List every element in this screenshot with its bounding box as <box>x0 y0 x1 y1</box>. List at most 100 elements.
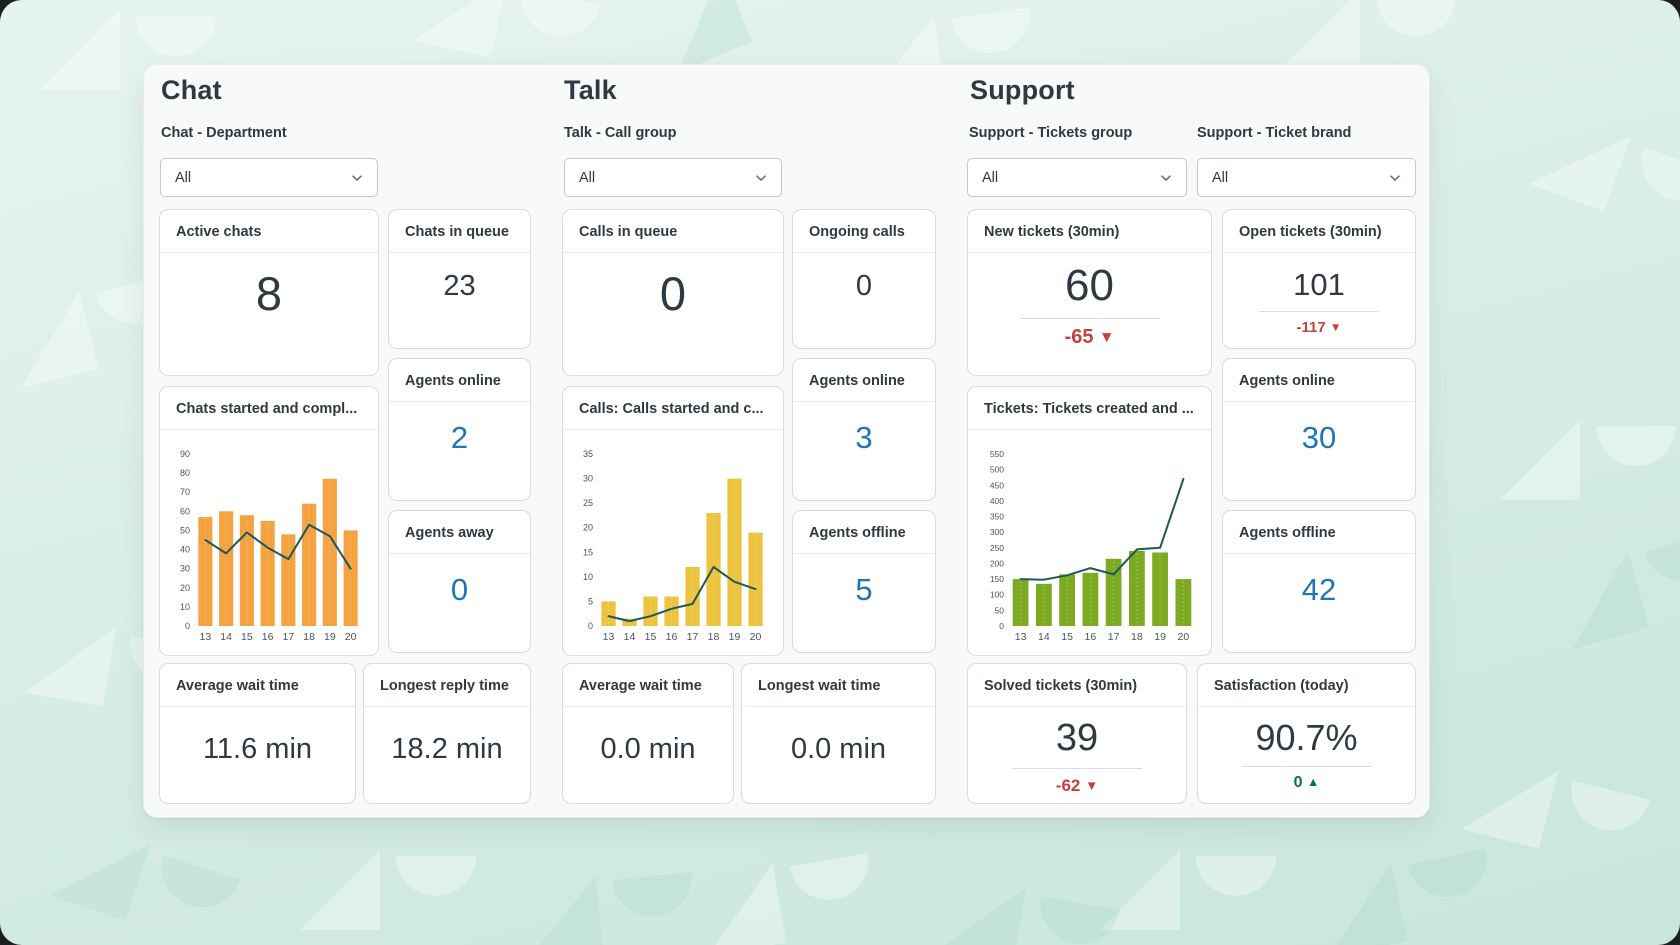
svg-text:400: 400 <box>989 496 1003 506</box>
triangle-down-icon: ▼ <box>1329 320 1342 334</box>
solved-tickets-delta: -62 ▼ <box>1055 775 1099 795</box>
svg-text:20: 20 <box>180 583 190 593</box>
support-tickets-group-label: Support - Tickets group <box>969 125 1133 141</box>
triangle-up-icon: ▲ <box>1307 774 1320 789</box>
card-title: Agents online <box>793 359 935 402</box>
support-agents-offline-card: Agents offline 42 <box>1222 510 1416 653</box>
card-title: Agents online <box>389 359 530 402</box>
talk-average-wait-value: 0.0 min <box>600 733 696 765</box>
chevron-down-icon <box>1161 174 1171 181</box>
svg-text:16: 16 <box>262 631 274 643</box>
solved-tickets-card: Solved tickets (30min) 39 -62 ▼ <box>967 663 1187 804</box>
card-title: Calls in queue <box>563 210 783 253</box>
open-tickets-card: Open tickets (30min) 101 -117 ▼ <box>1222 209 1416 349</box>
card-title: New tickets (30min) <box>968 210 1211 253</box>
card-title: Active chats <box>160 210 378 253</box>
active-chats-card: Active chats 8 <box>159 209 379 376</box>
svg-text:90: 90 <box>180 449 190 459</box>
talk-call-group-selected-value: All <box>579 169 596 186</box>
calls-started-completed-chart: 0 5 10 15 20 25 30 35 13 14 15 16 17 18 19 20 <box>583 449 763 643</box>
card-title: Open tickets (30min) <box>1223 210 1415 253</box>
support-agents-offline-value: 42 <box>1301 572 1337 607</box>
svg-text:500: 500 <box>989 465 1003 475</box>
svg-text:50: 50 <box>180 525 190 535</box>
svg-text:30: 30 <box>583 474 593 484</box>
talk-agents-online-value: 3 <box>855 420 873 455</box>
svg-text:13: 13 <box>603 631 615 643</box>
support-ticket-brand-selected-value: All <box>1212 169 1229 186</box>
talk-longest-wait-card: Longest wait time 0.0 min <box>741 663 936 804</box>
svg-text:15: 15 <box>241 631 253 643</box>
svg-text:5: 5 <box>588 596 593 606</box>
ongoing-calls-value: 0 <box>855 270 873 302</box>
chevron-down-icon <box>756 174 766 181</box>
svg-text:80: 80 <box>180 468 190 478</box>
chat-agents-away-value: 0 <box>450 572 469 607</box>
support-agents-online-value: 30 <box>1301 420 1337 455</box>
chat-department-selected-value: All <box>175 169 192 186</box>
chevron-down-icon <box>352 174 362 181</box>
satisfaction-delta: 0 ▲ <box>1293 773 1320 791</box>
svg-text:19: 19 <box>729 631 741 643</box>
svg-text:14: 14 <box>624 631 636 643</box>
svg-text:250: 250 <box>989 543 1003 553</box>
chat-longest-reply-value: 18.2 min <box>391 733 503 765</box>
svg-text:15: 15 <box>645 631 657 643</box>
card-title: Calls: Calls started and c... <box>563 387 783 430</box>
dashboard-panel: Chat Chat - Department All Active chats … <box>143 64 1430 818</box>
chat-agents-online-value: 2 <box>450 420 469 455</box>
delta-divider <box>1019 318 1160 320</box>
svg-text:0: 0 <box>185 621 190 631</box>
card-title: Average wait time <box>563 664 733 707</box>
chat-average-wait-value: 11.6 min <box>202 733 313 765</box>
card-title: Average wait time <box>160 664 355 707</box>
chats-started-completed-chart: 0 10 20 30 40 50 60 70 80 90 13 14 15 16 17 18 19 20 <box>180 449 358 643</box>
support-tickets-group-select[interactable]: All <box>967 158 1187 197</box>
svg-text:35: 35 <box>583 449 593 459</box>
chat-filter-label: Chat - Department <box>161 125 287 141</box>
talk-agents-online-card: Agents online 3 <box>792 358 936 501</box>
new-tickets-delta: -65 ▼ <box>1064 326 1115 349</box>
chat-agents-online-card: Agents online 2 <box>388 358 531 501</box>
chat-average-wait-card: Average wait time 11.6 min <box>159 663 356 804</box>
talk-filter-label: Talk - Call group <box>564 125 677 141</box>
chevron-down-icon <box>1390 174 1400 181</box>
svg-text:18: 18 <box>1131 631 1143 643</box>
card-title: Longest reply time <box>364 664 530 707</box>
delta-divider <box>1259 310 1379 312</box>
svg-text:16: 16 <box>1084 631 1096 643</box>
card-title: Chats in queue <box>389 210 530 253</box>
svg-text:14: 14 <box>220 631 232 643</box>
svg-text:70: 70 <box>180 487 190 497</box>
ongoing-calls-card: Ongoing calls 0 <box>792 209 936 349</box>
svg-text:0: 0 <box>588 621 593 631</box>
card-title: Solved tickets (30min) <box>968 664 1186 707</box>
svg-text:13: 13 <box>200 631 212 643</box>
talk-call-group-select[interactable]: All <box>564 158 782 197</box>
satisfaction-value: 90.7% <box>1255 717 1358 758</box>
chat-department-select[interactable]: All <box>160 158 378 197</box>
calls-in-queue-card: Calls in queue 0 <box>562 209 784 376</box>
svg-text:15: 15 <box>1061 631 1073 643</box>
svg-text:200: 200 <box>989 558 1003 568</box>
svg-text:18: 18 <box>708 631 720 643</box>
svg-text:19: 19 <box>1154 631 1166 643</box>
delta-divider <box>1012 767 1142 769</box>
card-title: Chats started and compl... <box>160 387 378 430</box>
svg-text:19: 19 <box>324 631 336 643</box>
calls-in-queue-value: 0 <box>659 267 687 320</box>
chats-in-queue-value: 23 <box>443 270 476 302</box>
card-title: Ongoing calls <box>793 210 935 253</box>
chat-chart-card: Chats started and compl... 0 10 20 30 40 50 60… <box>159 386 379 656</box>
svg-text:17: 17 <box>687 631 699 643</box>
svg-text:14: 14 <box>1038 631 1050 643</box>
svg-text:20: 20 <box>583 523 593 533</box>
support-chart-card: Tickets: Tickets created and ... 0 50 100 1… <box>967 386 1212 656</box>
support-ticket-brand-select[interactable]: All <box>1197 158 1416 197</box>
svg-text:40: 40 <box>180 545 190 555</box>
satisfaction-card: Satisfaction (today) 90.7% 0 ▲ <box>1197 663 1416 804</box>
delta-divider <box>1241 765 1372 767</box>
active-chats-value: 8 <box>255 267 283 320</box>
card-title: Agents away <box>389 511 530 554</box>
